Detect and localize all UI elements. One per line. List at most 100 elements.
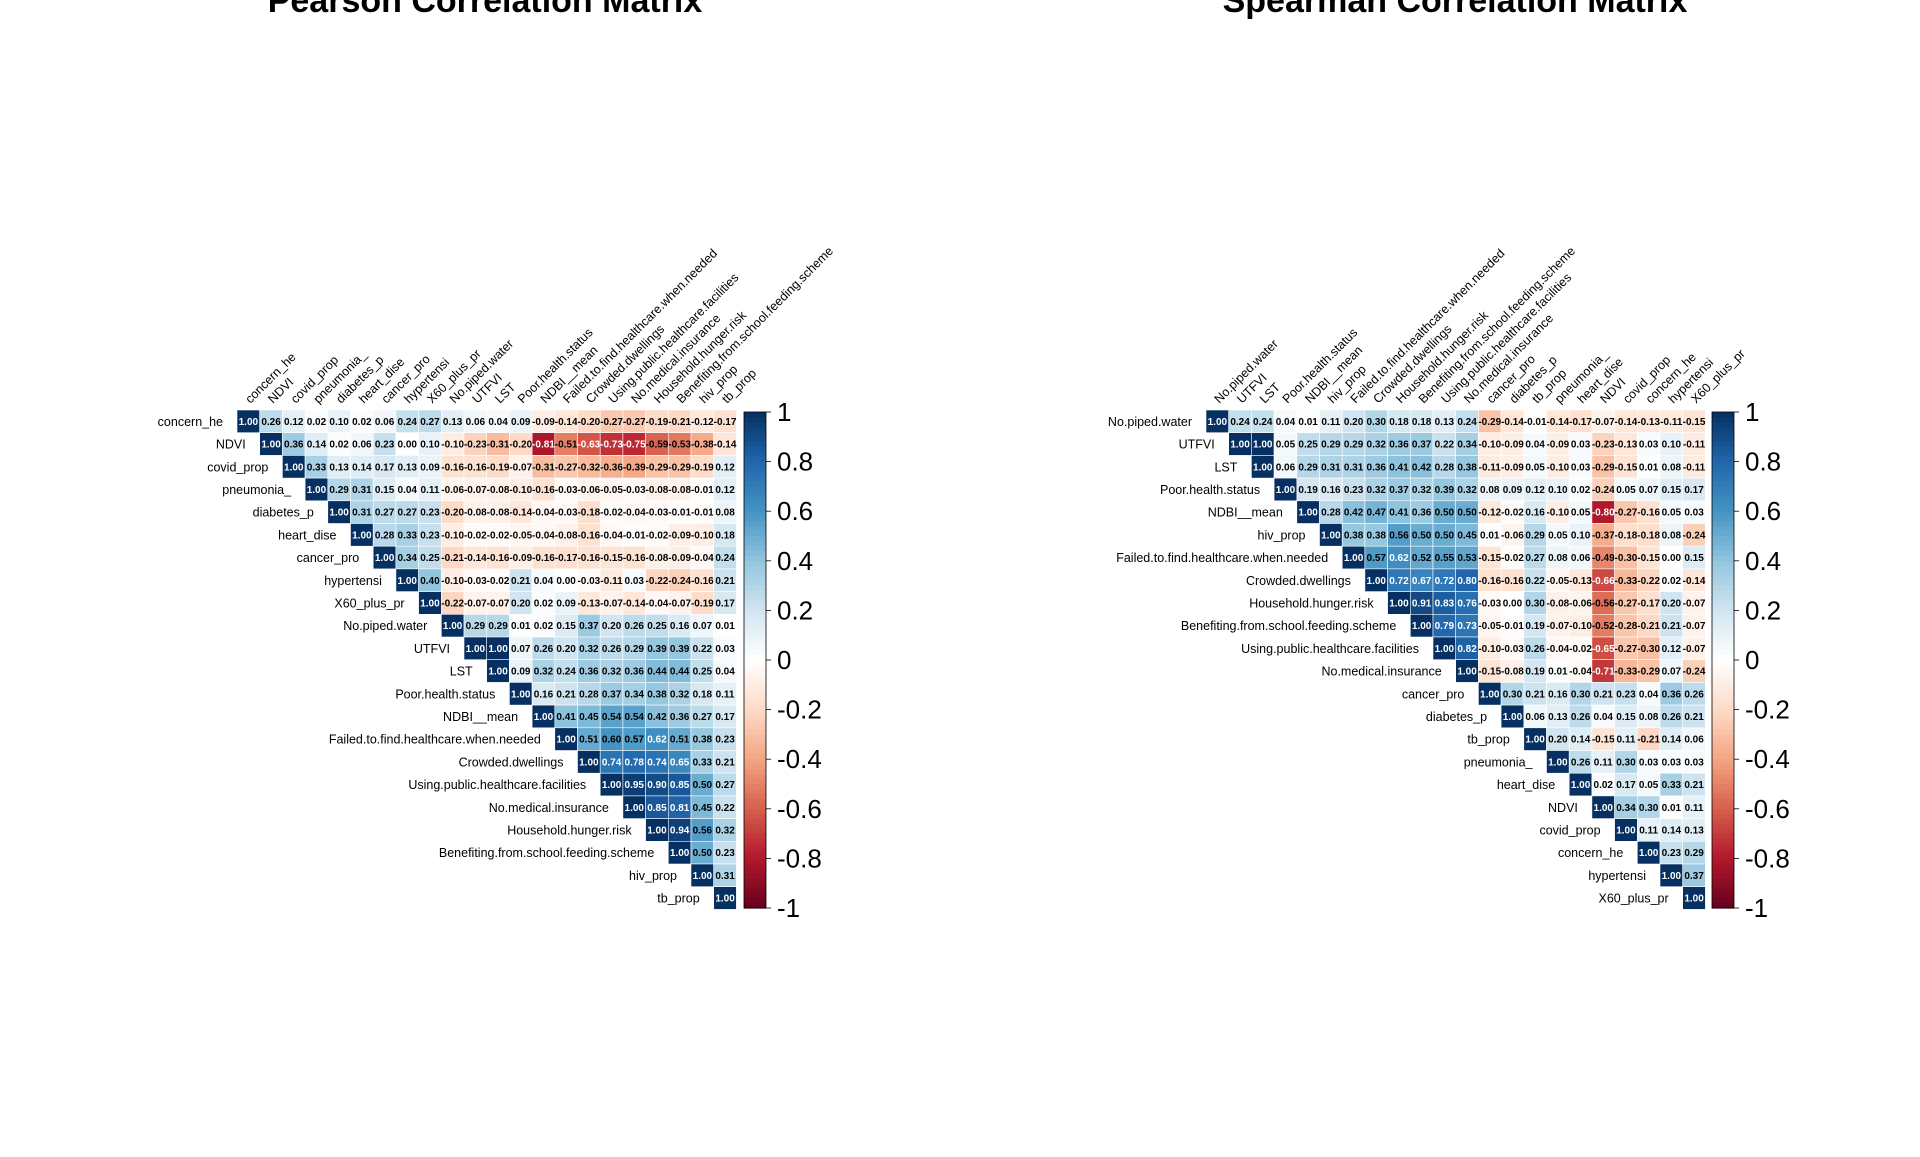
spearman-cell-label: 0.36 [1662, 689, 1682, 700]
spearman-row-label: Benefiting.from.school.feeding.scheme [1181, 619, 1396, 633]
pearson-legend-band [744, 838, 766, 845]
pearson-cell-label: 1.00 [602, 780, 622, 791]
spearman-row-label: No.piped.water [1108, 415, 1192, 429]
spearman-cell-label: 0.15 [1662, 485, 1682, 496]
pearson-cell-label: -0.05 [509, 530, 532, 541]
spearman-row-label: heart_dise [1497, 778, 1555, 792]
spearman-legend-band [1712, 813, 1734, 820]
spearman-cell-label: 0.13 [1684, 825, 1704, 836]
spearman-cell-label: 0.05 [1571, 508, 1591, 519]
spearman-cell-label: -0.11 [1683, 462, 1706, 473]
pearson-cell-label: 0.81 [670, 803, 690, 814]
pearson-cell-label: 0.31 [715, 871, 735, 882]
spearman-cell-label: 0.26 [1684, 689, 1704, 700]
pearson-legend-band [744, 689, 766, 696]
pearson-cell-label: -0.22 [646, 576, 669, 587]
pearson-cell-label: 1.00 [329, 508, 349, 519]
spearman-cell-label: -0.17 [1637, 598, 1660, 609]
pearson-cell-label: 1.00 [352, 530, 372, 541]
pearson-cell-label: 0.25 [693, 667, 713, 678]
pearson-cell-label: -0.27 [555, 462, 578, 473]
spearman-row-label: Crowded.dwellings [1246, 574, 1351, 588]
spearman-cell-label: 0.00 [1662, 553, 1682, 564]
pearson-cell-label: 0.45 [693, 803, 713, 814]
pearson-legend-band [744, 754, 766, 760]
pearson-cell-label: -0.04 [532, 530, 555, 541]
pearson-cell-label: -0.04 [646, 598, 669, 609]
spearman-cell-label: 0.26 [1662, 712, 1682, 723]
pearson-cell-label: 0.29 [625, 644, 645, 655]
pearson-cell-label: -0.10 [441, 440, 464, 451]
spearman-legend-band [1712, 679, 1734, 686]
spearman-row-label: concern_he [1558, 846, 1623, 860]
pearson-cell-label: 0.10 [329, 417, 349, 428]
pearson-cell-label: 1.00 [488, 667, 508, 678]
spearman-legend-tick-label: -0.4 [1745, 744, 1790, 774]
pearson-legend-band [744, 873, 766, 879]
spearman-cell-label: -0.18 [1615, 530, 1638, 541]
spearman-legend-tick-label: 0.8 [1745, 447, 1781, 477]
pearson-legend-band [744, 734, 766, 740]
pearson-cell-label: -0.16 [623, 553, 646, 564]
pearson-row-label: X60_plus_pr [334, 596, 404, 610]
spearman-cell-label: -0.10 [1478, 440, 1501, 451]
pearson-cell-label: -0.16 [487, 553, 510, 564]
pearson-cell-label: 0.31 [352, 485, 372, 496]
spearman-legend-tick-label: 0 [1745, 645, 1759, 675]
spearman-cell-label: 0.28 [1321, 508, 1341, 519]
spearman-cell-label: 1.00 [1253, 440, 1273, 451]
pearson-cell-label: 0.09 [511, 667, 531, 678]
pearson-cell-label: -0.21 [668, 417, 691, 428]
spearman-cell-label: 0.05 [1525, 462, 1545, 473]
pearson-cell-label: -0.16 [532, 553, 555, 564]
spearman-cell-label: -0.12 [1478, 508, 1501, 519]
pearson-cell-label: 0.36 [284, 440, 304, 451]
pearson-legend-band [744, 684, 766, 691]
spearman-legend-tick-label: -0.6 [1745, 794, 1790, 824]
pearson-cell-label: 1.00 [466, 644, 486, 655]
spearman-cell-label: 0.18 [1389, 417, 1409, 428]
pearson-row-label: Benefiting.from.school.feeding.scheme [439, 846, 654, 860]
spearman-cell-label: -0.27 [1615, 644, 1638, 655]
pearson-cell-label: 0.03 [715, 644, 735, 655]
spearman-legend-band [1712, 704, 1734, 711]
spearman-legend-band [1712, 436, 1734, 443]
spearman-cell-label: 0.03 [1639, 757, 1659, 768]
pearson-row-label: Household.hunger.risk [507, 823, 632, 837]
spearman-cell-label: 1.00 [1412, 621, 1432, 632]
pearson-cell-label: 1.00 [647, 825, 667, 836]
pearson-cell-label: 1.00 [556, 735, 576, 746]
pearson-cell-label: -0.20 [577, 417, 600, 428]
spearman-legend-band [1712, 863, 1734, 869]
spearman-cell-label: 0.56 [1389, 530, 1409, 541]
pearson-cell-label: 1.00 [488, 644, 508, 655]
pearson-cell-label: -0.10 [691, 530, 714, 541]
pearson-cell-label: 0.02 [307, 417, 327, 428]
spearman-cell-label: 0.20 [1344, 417, 1364, 428]
spearman-cell-label: 0.32 [1412, 485, 1432, 496]
spearman-cell-label: 0.06 [1571, 553, 1591, 564]
pearson-legend-band [744, 536, 766, 542]
spearman-legend-band [1712, 893, 1734, 899]
pearson-cell-label: -0.03 [623, 485, 646, 496]
spearman-cell-label: -0.13 [1569, 576, 1592, 587]
spearman-cell-label: 0.11 [1594, 757, 1613, 768]
pearson-cell-label: 0.24 [556, 667, 576, 678]
pearson-cell-label: -0.16 [441, 462, 464, 473]
spearman-cell-label: 1.00 [1230, 440, 1250, 451]
pearson-cell-label: -0.14 [464, 553, 487, 564]
spearman-cell-label: 0.24 [1230, 417, 1250, 428]
spearman-cell-label: -0.24 [1592, 485, 1615, 496]
spearman-cell-label: -0.33 [1615, 667, 1638, 678]
pearson-legend-band [744, 843, 766, 850]
spearman-cell-label: -0.15 [1615, 462, 1638, 473]
spearman-cell-label: -0.15 [1478, 553, 1501, 564]
pearson-cell-label: 1.00 [420, 598, 440, 609]
pearson-legend-band [744, 476, 766, 483]
spearman-legend-band [1712, 615, 1734, 621]
pearson-legend-band [744, 878, 766, 884]
spearman-legend-band [1712, 784, 1734, 790]
pearson-cell-label: 0.10 [420, 440, 440, 451]
spearman-cell-label: 1.00 [1344, 553, 1364, 564]
spearman-row-label: tb_prop [1467, 733, 1509, 747]
